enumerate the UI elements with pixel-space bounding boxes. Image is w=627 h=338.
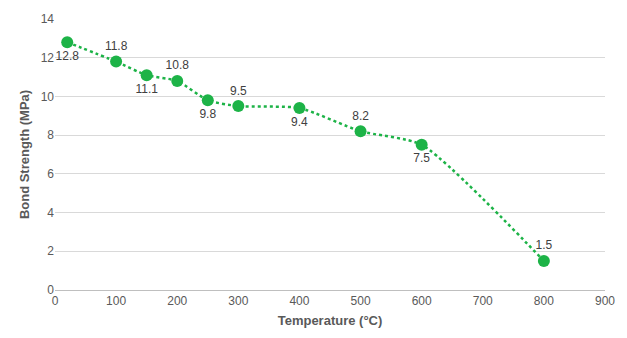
svg-text:100: 100: [106, 294, 126, 308]
svg-text:Temperature (°C): Temperature (°C): [278, 313, 383, 328]
svg-text:500: 500: [351, 294, 371, 308]
svg-text:8: 8: [47, 128, 54, 142]
svg-text:14: 14: [41, 12, 55, 26]
svg-text:1.5: 1.5: [536, 238, 553, 252]
svg-text:8.2: 8.2: [352, 109, 369, 123]
svg-text:9.5: 9.5: [230, 84, 247, 98]
svg-text:900: 900: [595, 294, 615, 308]
svg-text:10.8: 10.8: [166, 58, 190, 72]
svg-text:2: 2: [47, 244, 54, 258]
svg-text:11.8: 11.8: [105, 39, 128, 53]
svg-text:700: 700: [473, 294, 493, 308]
svg-text:12.8: 12.8: [56, 49, 80, 63]
svg-text:10: 10: [41, 90, 55, 104]
svg-text:6: 6: [47, 167, 54, 181]
svg-text:12: 12: [41, 51, 55, 65]
svg-text:9.4: 9.4: [291, 115, 308, 129]
svg-text:11.1: 11.1: [135, 82, 158, 96]
svg-text:600: 600: [412, 294, 432, 308]
svg-text:7.5: 7.5: [413, 151, 430, 165]
svg-text:0: 0: [52, 294, 59, 308]
svg-text:400: 400: [289, 294, 309, 308]
svg-text:9.8: 9.8: [199, 107, 216, 121]
svg-text:300: 300: [228, 294, 248, 308]
svg-text:200: 200: [167, 294, 187, 308]
svg-text:0: 0: [47, 283, 54, 297]
svg-text:800: 800: [534, 294, 554, 308]
svg-text:4: 4: [47, 206, 54, 220]
svg-text:Bond Strength (MPa): Bond Strength (MPa): [17, 90, 32, 219]
